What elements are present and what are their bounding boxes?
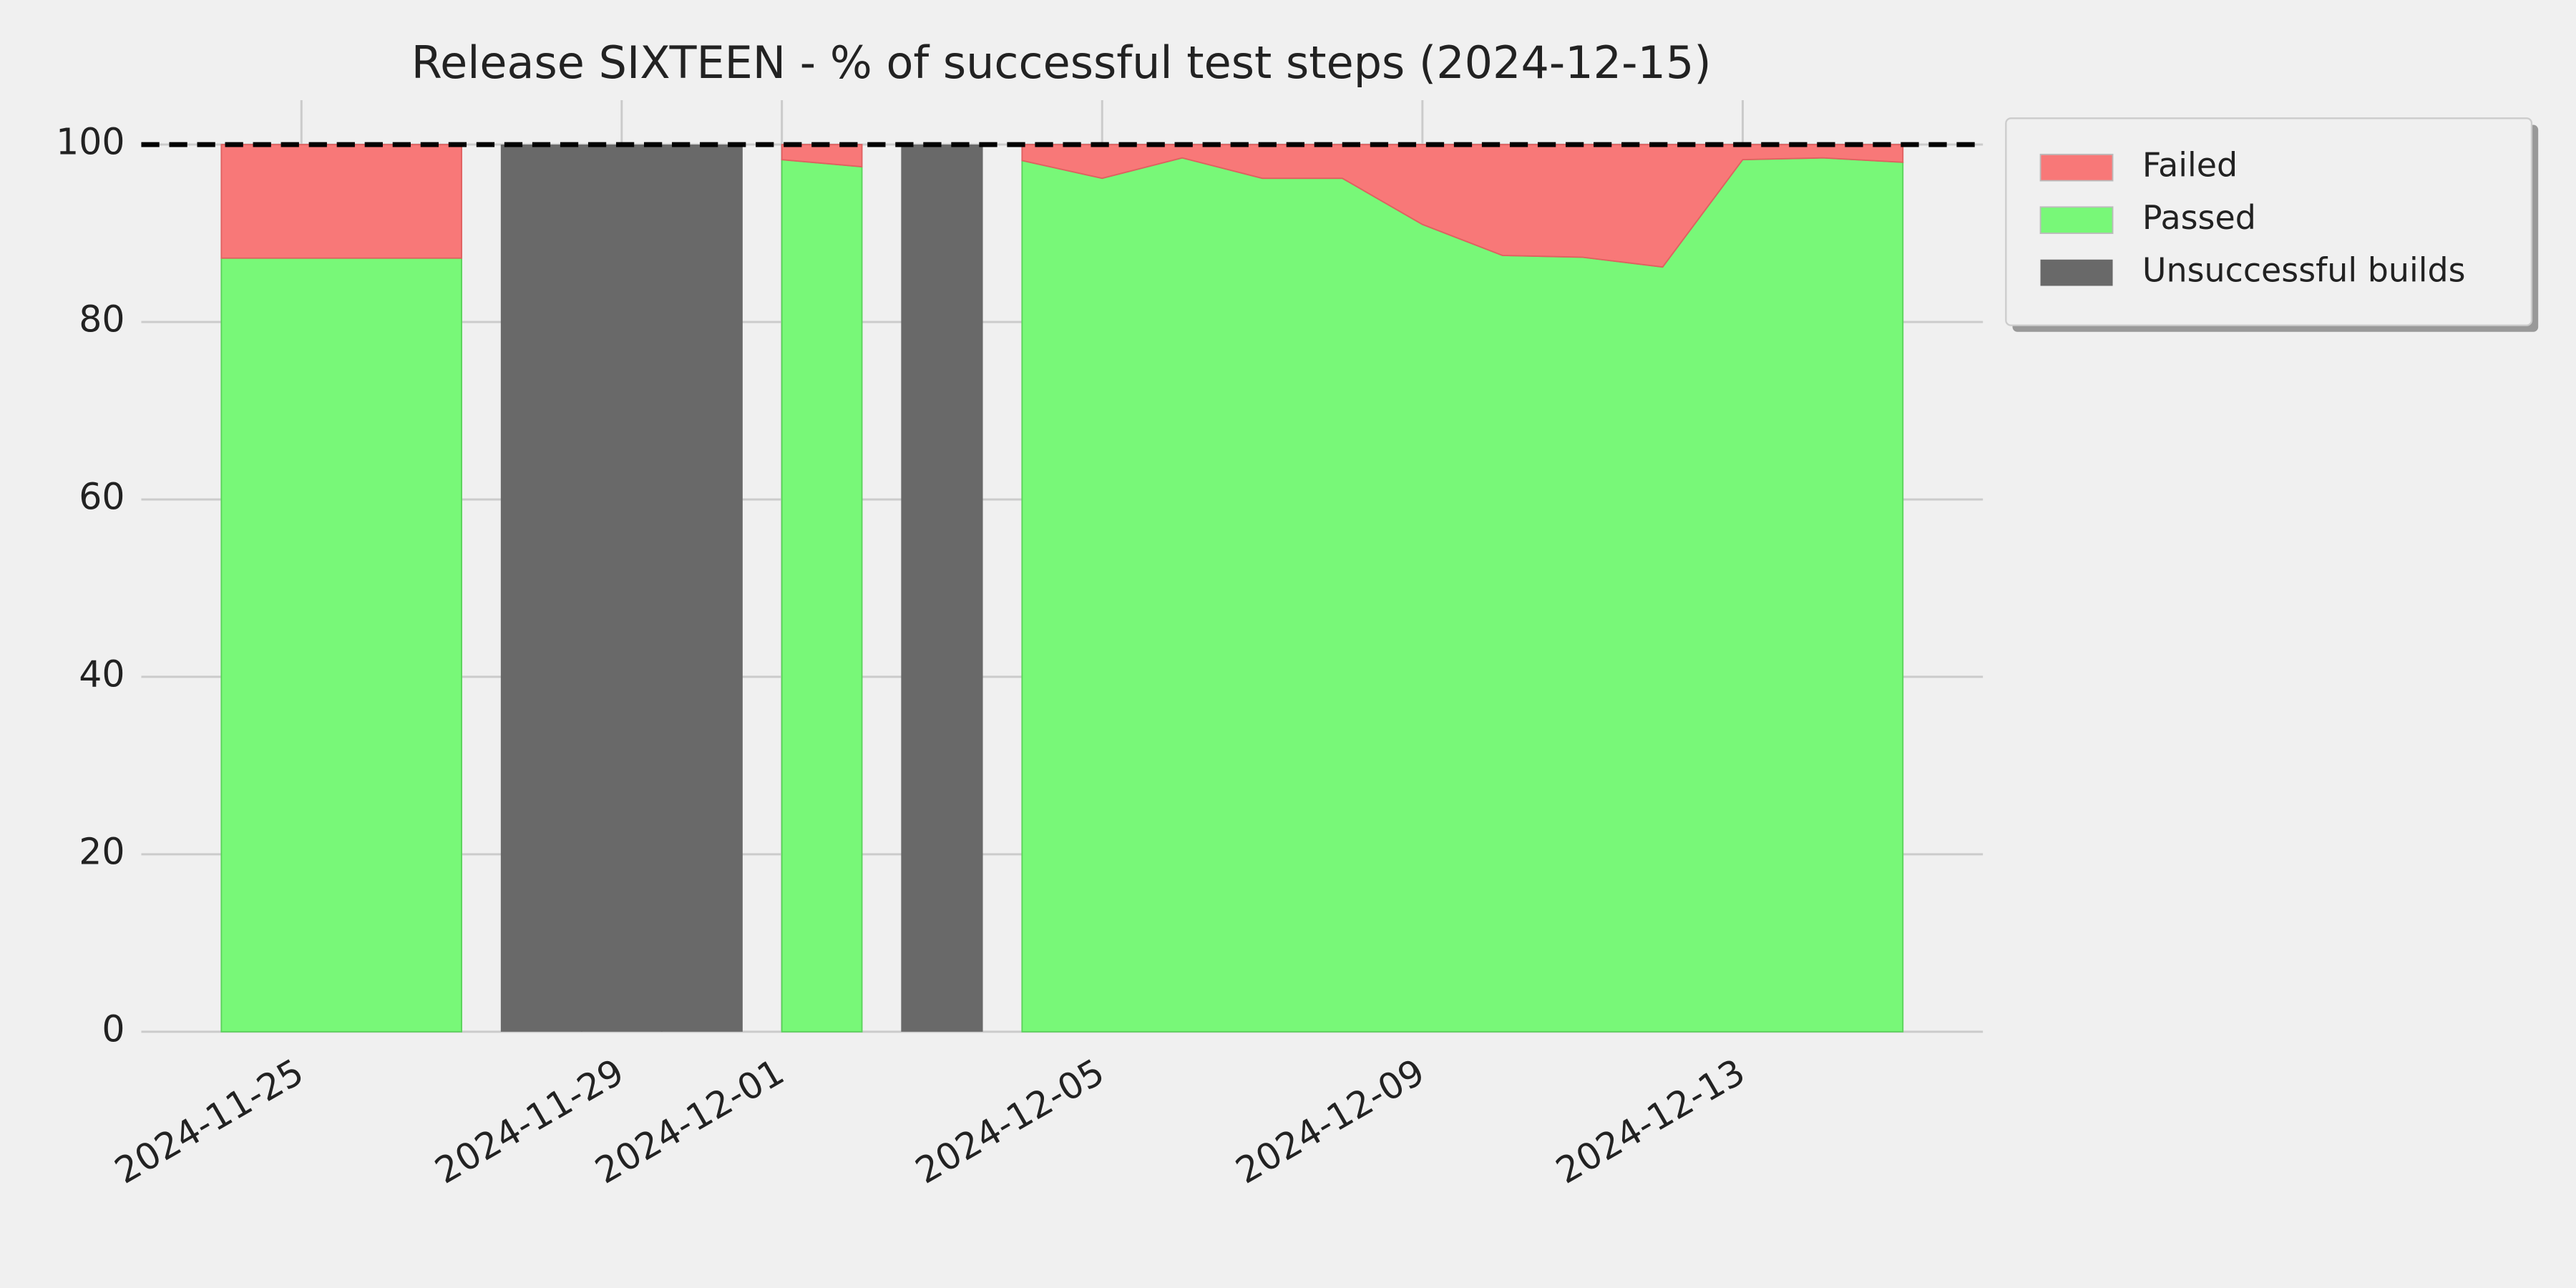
unsuccessful-build-bar <box>580 145 663 1032</box>
legend-label: Passed <box>2142 198 2256 237</box>
plot-area <box>141 142 1984 1033</box>
legend-label: Failed <box>2142 146 2238 185</box>
y-tick-label: 40 <box>79 653 125 695</box>
unsuccessful-build-bar <box>500 145 583 1032</box>
y-tick-label: 80 <box>79 298 125 341</box>
legend-box <box>2005 117 2533 326</box>
y-tick-label: 60 <box>79 475 125 517</box>
y-tick-label: 20 <box>79 830 125 872</box>
legend-label: Unsuccessful builds <box>2142 251 2466 290</box>
unsuccessful-build-bar <box>901 145 983 1032</box>
legend-swatch <box>2040 259 2113 286</box>
unsuccessful-build-bar <box>660 145 743 1032</box>
y-tick-label: 0 <box>102 1008 125 1050</box>
legend-swatch <box>2039 206 2114 234</box>
legend: Failed Passed Unsuccessful builds <box>2005 117 2539 332</box>
chart-title: Release SIXTEEN - % of successful test s… <box>411 36 1712 89</box>
y-tick-label: 100 <box>56 121 125 163</box>
legend-swatch <box>2039 153 2114 182</box>
